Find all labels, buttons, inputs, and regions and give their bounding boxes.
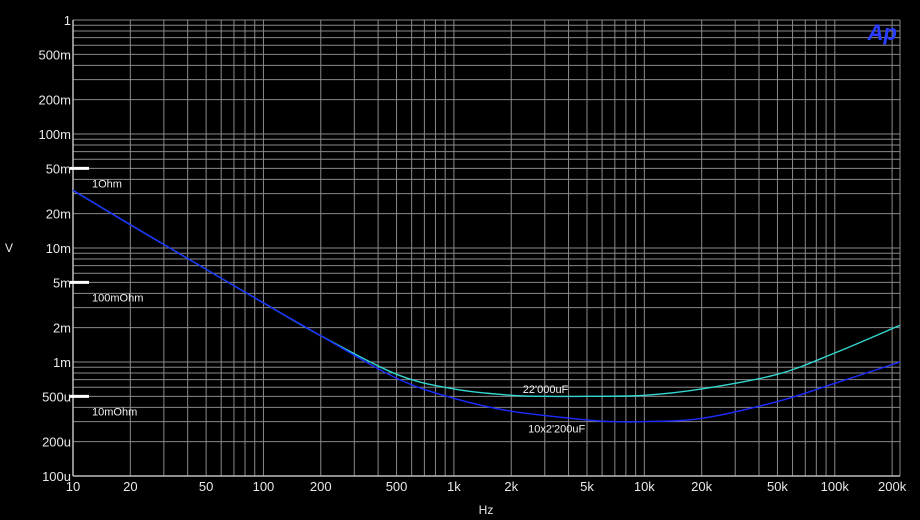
x-tick-label: 100k [821,479,850,494]
reference-marker-label: 100mOhm [92,292,143,304]
y-tick-label: 100m [38,127,71,142]
x-tick-label: 1k [447,479,461,494]
reference-markers: 1Ohm 100mOhm 10mOhm [70,166,143,418]
y-tick-label: 100u [42,469,71,484]
x-tick-label: 5k [580,479,594,494]
annotations: 22'000uF 10x2'200uF [523,384,586,436]
y-tick-label: 10m [46,241,71,256]
y-tick-label: 200m [38,93,71,108]
ap-logo: Ap [867,20,897,45]
x-tick-label: 500 [386,479,408,494]
y-tick-label: 500u [42,389,71,404]
x-tick-label: 50 [199,479,213,494]
y-tick-label: 200u [42,435,71,450]
y-tick-label: 2m [53,321,71,336]
curve-annotation: 22'000uF [523,384,569,396]
y-tick-labels: 1 500m 200m 100m 50m 20m 10m 5m 2m 1m 500u 200u 100u [38,13,71,484]
grid [72,19,901,477]
curve-annotation: 10x2'200uF [528,424,585,436]
y-tick-label: 50m [46,161,71,176]
x-tick-label: 20k [691,479,712,494]
x-tick-label: 10k [634,479,655,494]
reference-marker-label: 10mOhm [92,406,137,418]
x-tick-label: 10 [66,479,80,494]
x-axis-label: Hz [479,503,494,517]
x-tick-label: 2k [504,479,518,494]
y-tick-label: 1m [53,355,71,370]
y-tick-label: 1 [64,13,71,28]
x-tick-label: 50k [767,479,788,494]
reference-marker-label: 1Ohm [92,178,122,190]
y-axis-label: V [5,241,13,255]
x-tick-label: 20 [123,479,137,494]
series-line [72,189,901,423]
x-tick-labels: 10 20 50 100 200 500 1k 2k 5k 10k 20k 50k 100k 200k [66,479,907,494]
x-tick-label: 200 [310,479,332,494]
series-group [72,189,901,423]
y-tick-label: 5m [53,275,71,290]
y-tick-label: 500m [38,47,71,62]
x-tick-label: 200k [878,479,907,494]
y-tick-label: 20m [46,207,71,222]
x-tick-label: 100 [253,479,275,494]
